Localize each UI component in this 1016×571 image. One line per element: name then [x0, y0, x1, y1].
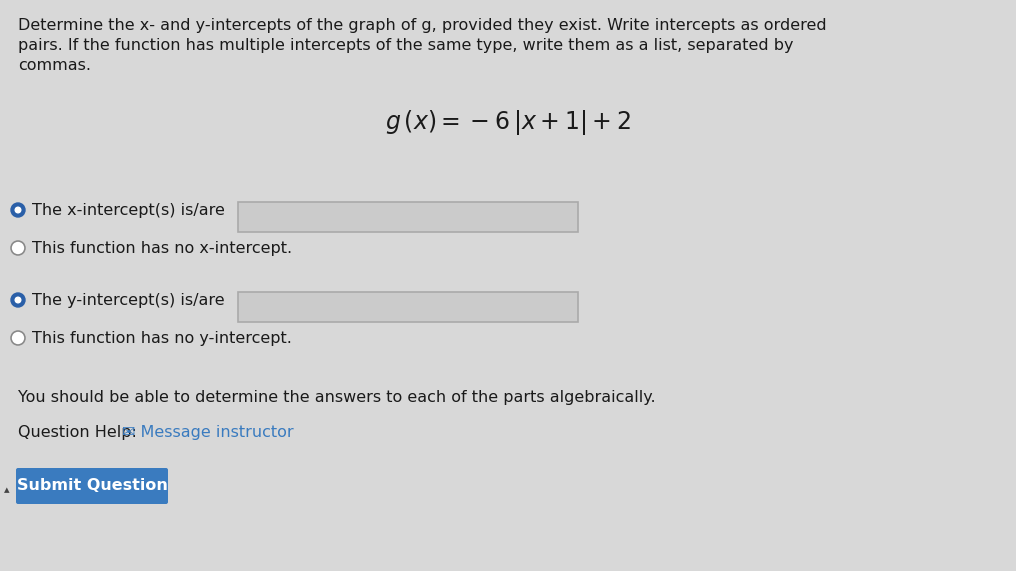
Text: Submit Question: Submit Question [16, 478, 168, 493]
Circle shape [11, 241, 25, 255]
Circle shape [11, 203, 25, 217]
Text: The x-intercept(s) is/are: The x-intercept(s) is/are [31, 203, 225, 218]
Text: The y-intercept(s) is/are: The y-intercept(s) is/are [31, 293, 225, 308]
Text: ▴: ▴ [4, 485, 9, 495]
Circle shape [11, 331, 25, 345]
Circle shape [15, 297, 20, 303]
FancyBboxPatch shape [238, 202, 578, 232]
Text: pairs. If the function has multiple intercepts of the same type, write them as a: pairs. If the function has multiple inte… [18, 38, 793, 53]
Circle shape [11, 293, 25, 307]
Text: This function has no x-intercept.: This function has no x-intercept. [31, 241, 293, 256]
Text: You should be able to determine the answers to each of the parts algebraically.: You should be able to determine the answ… [18, 390, 655, 405]
Text: Determine the x- and y-intercepts of the graph of g, provided they exist. Write : Determine the x- and y-intercepts of the… [18, 18, 827, 33]
Text: This function has no y-intercept.: This function has no y-intercept. [31, 331, 292, 346]
Text: Question Help:: Question Help: [18, 425, 137, 440]
FancyBboxPatch shape [16, 468, 168, 504]
Circle shape [15, 207, 20, 213]
FancyBboxPatch shape [238, 292, 578, 322]
Text: ✉ Message instructor: ✉ Message instructor [122, 425, 294, 440]
Text: $g\,(x) = -6\,|x+1|+2$: $g\,(x) = -6\,|x+1|+2$ [385, 108, 631, 137]
Text: commas.: commas. [18, 58, 91, 73]
